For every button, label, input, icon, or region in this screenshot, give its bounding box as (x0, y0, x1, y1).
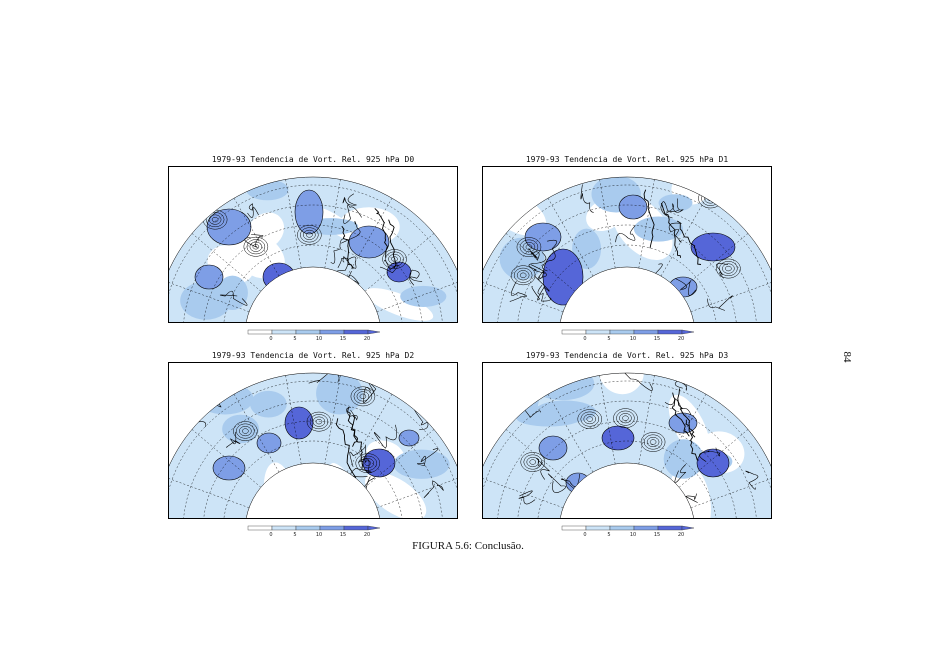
panel-title: 1979-93 Tendencia de Vort. Rel. 925 hPa … (525, 351, 729, 360)
colorbar-tick-label: 20 (678, 532, 684, 538)
panel-title: 1979-93 Tendencia de Vort. Rel. 925 hPa … (525, 155, 729, 164)
colorbar-tick-label: 20 (364, 532, 370, 538)
colorbar-tick-label: 10 (316, 532, 322, 538)
colorbar: 0 5 10 15 20 (228, 525, 408, 539)
colorbar-tick-label: 5 (607, 336, 610, 342)
colorbar-tick-label: 5 (607, 532, 610, 538)
colorbar-tick-label: 5 (293, 532, 296, 538)
colorbar-tick-label: 10 (316, 336, 322, 342)
colorbar-tick-label: 0 (269, 532, 272, 538)
polar-map (169, 176, 457, 322)
panel-title: 1979-93 Tendencia de Vort. Rel. 925 hPa … (211, 351, 415, 360)
colorbar-tick-label: 20 (678, 336, 684, 342)
page-number: 84 (841, 351, 853, 363)
panel-title: 1979-93 Tendencia de Vort. Rel. 925 hPa … (211, 155, 415, 164)
colorbar-tick-label: 0 (269, 336, 272, 342)
polar-map (169, 372, 457, 518)
colorbar: 0 5 10 15 20 (542, 525, 722, 539)
colorbar: 0 5 10 15 20 (228, 329, 408, 343)
colorbar-tick-label: 10 (630, 336, 636, 342)
map-frame (482, 166, 772, 323)
colorbar-tick-label: 0 (583, 532, 586, 538)
polar-map (483, 176, 771, 322)
map-frame (168, 362, 458, 519)
colorbar-tick-label: 15 (654, 336, 660, 342)
colorbar-tick-label: 15 (654, 532, 660, 538)
colorbar-tick-label: 15 (340, 532, 346, 538)
colorbar-tick-label: 15 (340, 336, 346, 342)
polar-map (483, 372, 771, 518)
figure-caption: FIGURA 5.6: Conclusão. (412, 540, 524, 552)
colorbar: 0 5 10 15 20 (542, 329, 722, 343)
colorbar-tick-label: 10 (630, 532, 636, 538)
colorbar-tick-label: 5 (293, 336, 296, 342)
colorbar-tick-label: 20 (364, 336, 370, 342)
map-frame (482, 362, 772, 519)
map-frame (168, 166, 458, 323)
colorbar-tick-label: 0 (583, 336, 586, 342)
